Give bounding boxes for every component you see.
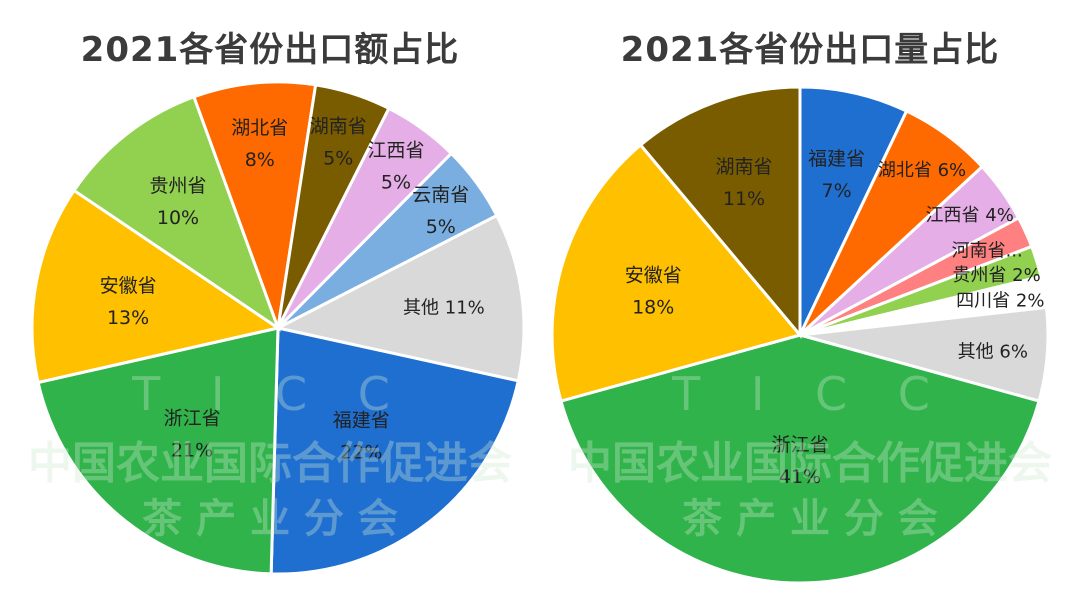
slice-label: 河南省...: [952, 241, 1023, 262]
right-slices-group: [550, 85, 1050, 585]
slice-label: 贵州省: [149, 175, 206, 197]
slice-label: 安徽省: [625, 264, 682, 286]
slice-label: 湖南省: [715, 156, 772, 178]
slice-label: 浙江省: [771, 434, 828, 456]
pie-slice: [273, 213, 526, 383]
pie-slice: [269, 326, 521, 576]
slice-label: 湖北省 6%: [878, 160, 966, 181]
pie-slice: [36, 326, 280, 576]
export-volume-pie-chart: 福建省 7% 湖北省 6% 江西省 4% 河南省... 贵州省 2% 四川省 2% 其他 6%…: [550, 85, 1050, 585]
slice-percentage: 10%: [157, 207, 199, 229]
right-labels-group: 福建省 7% 湖北省 6% 江西省 4% 河南省... 贵州省 2% 四川省 2% 其他 6%…: [625, 148, 1045, 488]
slice-percentage: 5%: [426, 216, 456, 238]
slice-label: 福建省: [808, 148, 865, 170]
pie-slice: [30, 188, 282, 385]
chart-title-export-volume: 2021各省份出口量占比: [620, 30, 1000, 70]
slice-percentage: 7%: [822, 180, 852, 202]
slice-percentage: 13%: [107, 307, 149, 329]
slice-percentage: 8%: [245, 149, 275, 171]
slice-percentage: 5%: [323, 148, 353, 170]
slice-label: 四川省 2%: [956, 291, 1044, 312]
slice-label: 其他 6%: [958, 341, 1028, 362]
export-volume-panel: 2021各省份出口量占比 福建省 7% 湖北省 6% 江西省 4% 河南省... 贵州省 …: [540, 0, 1080, 608]
left-slices-group: [30, 80, 526, 576]
pie-slice: [798, 85, 909, 336]
slice-label: 安徽省: [100, 275, 157, 297]
slice-label: 江西省 4%: [926, 205, 1014, 226]
slice-percentage: 5%: [381, 171, 411, 193]
slice-label: 其他 11%: [403, 298, 485, 319]
pie-slice: [559, 333, 1041, 585]
slice-percentage: 18%: [632, 296, 674, 318]
pie-slice: [638, 85, 802, 340]
chart-title-export-value: 2021各省份出口额占比: [80, 30, 460, 70]
slice-percentage: 11%: [723, 188, 765, 210]
slice-percentage: 22%: [340, 442, 382, 464]
pie-slice: [550, 142, 803, 403]
slice-label: 福建省: [333, 410, 390, 432]
pie-slice: [71, 94, 281, 332]
slice-label: 湖北省: [231, 117, 288, 139]
slice-label: 云南省: [412, 184, 469, 206]
slice-percentage: 21%: [171, 440, 213, 462]
slice-label: 贵州省 2%: [952, 265, 1040, 286]
slice-label: 湖南省: [310, 116, 367, 138]
slice-percentage: 41%: [779, 466, 821, 488]
pie-slice: [191, 80, 318, 329]
slice-label: 浙江省: [164, 408, 221, 430]
export-value-panel: 2021各省份出口额占比 湖北省 8% 湖南省 5% 江西省 5% 云南省 5% 其他 11% 福…: [0, 0, 540, 608]
slice-label: 江西省: [367, 139, 424, 161]
